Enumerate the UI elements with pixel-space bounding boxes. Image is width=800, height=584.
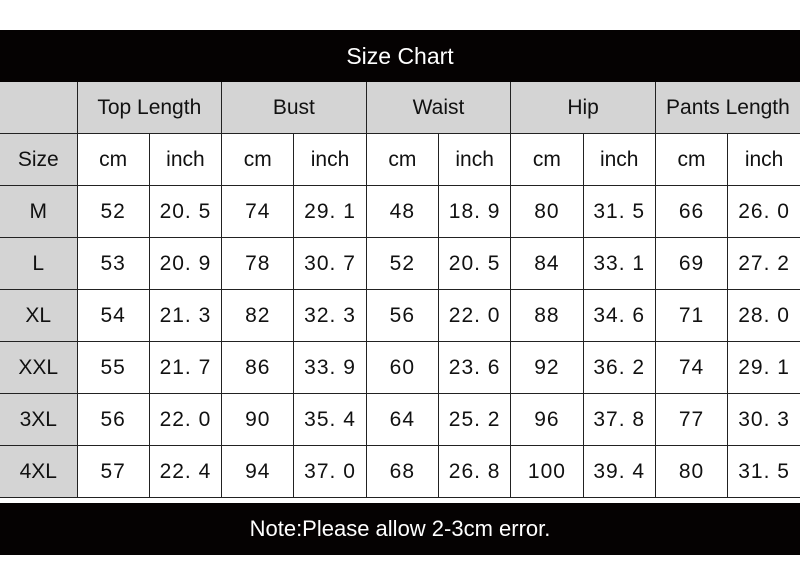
value-cell: 69: [654, 237, 729, 290]
value-cell: 29. 1: [727, 341, 800, 394]
value-cell: 90: [221, 393, 295, 446]
value-cell: 34. 6: [582, 289, 656, 342]
value-cell: 22. 4: [148, 445, 223, 498]
group-header: Pants Length: [654, 82, 800, 134]
value-cell: 56: [76, 393, 150, 446]
chart-title: Size Chart: [0, 30, 800, 82]
value-cell: 82: [221, 289, 295, 342]
value-cell: 80: [654, 445, 729, 498]
value-cell: 20. 9: [148, 237, 223, 290]
value-cell: 57: [76, 445, 150, 498]
size-table: Top Length Bust Waist Hip Pants Length Size cm…: [0, 82, 800, 498]
value-cell: 60: [365, 341, 439, 394]
unit-inch: inch: [437, 133, 512, 186]
unit-cm: cm: [654, 133, 729, 186]
table-row: L 53 20. 9 78 30. 7 52 20. 5 84 33. 1 69 27. 2: [0, 237, 800, 290]
unit-cm: cm: [365, 133, 439, 186]
value-cell: 31. 5: [582, 185, 656, 238]
value-cell: 22. 0: [148, 393, 223, 446]
unit-inch: inch: [727, 133, 800, 186]
unit-cm: cm: [221, 133, 295, 186]
unit-inch: inch: [148, 133, 223, 186]
table-row: XXL 55 21. 7 86 33. 9 60 23. 6 92 36. 2 74 29. 1: [0, 341, 800, 394]
value-cell: 28. 0: [727, 289, 800, 342]
group-header-row: Top Length Bust Waist Hip Pants Length: [0, 82, 800, 134]
value-cell: 36. 2: [582, 341, 656, 394]
unit-cm: cm: [510, 133, 584, 186]
value-cell: 26. 8: [437, 445, 512, 498]
value-cell: 35. 4: [293, 393, 367, 446]
value-cell: 100: [510, 445, 584, 498]
value-cell: 20. 5: [148, 185, 223, 238]
size-cell: 4XL: [0, 445, 78, 498]
size-cell: XL: [0, 289, 78, 342]
unit-cm: cm: [76, 133, 150, 186]
value-cell: 39. 4: [582, 445, 656, 498]
value-cell: 32. 3: [293, 289, 367, 342]
value-cell: 25. 2: [437, 393, 512, 446]
unit-inch: inch: [582, 133, 656, 186]
size-header: Size: [0, 133, 78, 186]
value-cell: 21. 7: [148, 341, 223, 394]
value-cell: 71: [654, 289, 729, 342]
table-row: XL 54 21. 3 82 32. 3 56 22. 0 88 34. 6 71 28. 0: [0, 289, 800, 342]
value-cell: 30. 3: [727, 393, 800, 446]
value-cell: 30. 7: [293, 237, 367, 290]
value-cell: 74: [221, 185, 295, 238]
value-cell: 26. 0: [727, 185, 800, 238]
value-cell: 52: [76, 185, 150, 238]
value-cell: 27. 2: [727, 237, 800, 290]
value-cell: 18. 9: [437, 185, 512, 238]
value-cell: 92: [510, 341, 584, 394]
value-cell: 37. 8: [582, 393, 656, 446]
value-cell: 64: [365, 393, 439, 446]
unit-header-row: Size cm inch cm inch cm inch cm inch cm inch: [0, 133, 800, 186]
value-cell: 29. 1: [293, 185, 367, 238]
value-cell: 84: [510, 237, 584, 290]
group-header: Hip: [510, 82, 656, 134]
value-cell: 53: [76, 237, 150, 290]
value-cell: 54: [76, 289, 150, 342]
value-cell: 86: [221, 341, 295, 394]
note-bar: Note:Please allow 2-3cm error.: [0, 503, 800, 555]
value-cell: 23. 6: [437, 341, 512, 394]
table-row: 4XL 57 22. 4 94 37. 0 68 26. 8 100 39. 4 80 31. 5: [0, 445, 800, 498]
value-cell: 22. 0: [437, 289, 512, 342]
value-cell: 94: [221, 445, 295, 498]
value-cell: 37. 0: [293, 445, 367, 498]
value-cell: 80: [510, 185, 584, 238]
group-header: Top Length: [76, 82, 223, 134]
value-cell: 77: [654, 393, 729, 446]
value-cell: 48: [365, 185, 439, 238]
group-header: Bust: [221, 82, 367, 134]
value-cell: 66: [654, 185, 729, 238]
value-cell: 33. 9: [293, 341, 367, 394]
table-row: M 52 20. 5 74 29. 1 48 18. 9 80 31. 5 66 26. 0: [0, 185, 800, 238]
size-cell: M: [0, 185, 78, 238]
value-cell: 56: [365, 289, 439, 342]
group-header: Waist: [365, 82, 512, 134]
value-cell: 68: [365, 445, 439, 498]
size-cell: L: [0, 237, 78, 290]
size-cell: 3XL: [0, 393, 78, 446]
table-row: 3XL 56 22. 0 90 35. 4 64 25. 2 96 37. 8 77 30. 3: [0, 393, 800, 446]
size-cell: XXL: [0, 341, 78, 394]
value-cell: 88: [510, 289, 584, 342]
value-cell: 31. 5: [727, 445, 800, 498]
value-cell: 96: [510, 393, 584, 446]
value-cell: 33. 1: [582, 237, 656, 290]
value-cell: 74: [654, 341, 729, 394]
value-cell: 20. 5: [437, 237, 512, 290]
value-cell: 52: [365, 237, 439, 290]
value-cell: 78: [221, 237, 295, 290]
value-cell: 55: [76, 341, 150, 394]
corner-cell: [0, 82, 78, 134]
unit-inch: inch: [293, 133, 367, 186]
value-cell: 21. 3: [148, 289, 223, 342]
